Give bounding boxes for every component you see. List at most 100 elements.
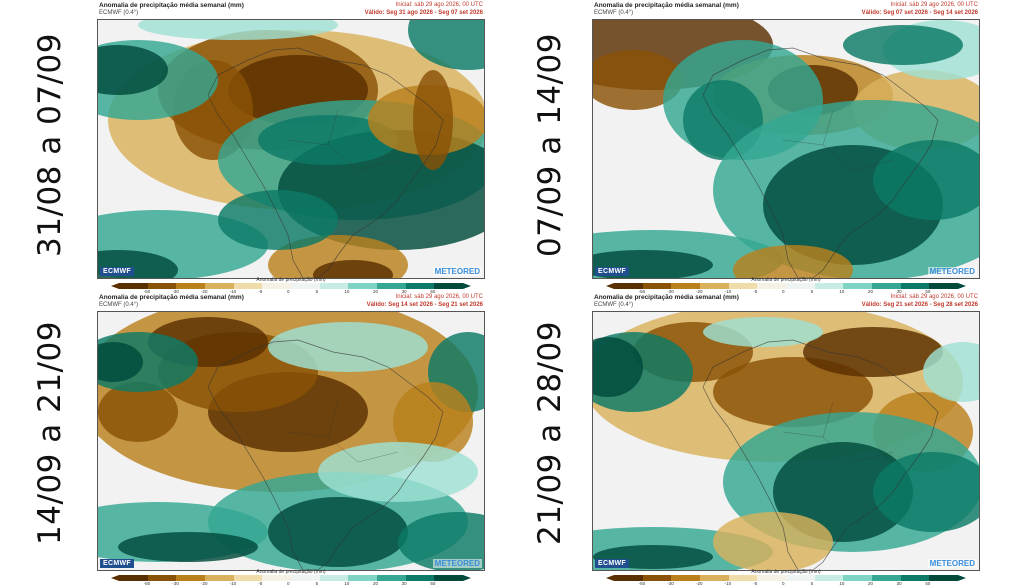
anomaly-region (218, 190, 338, 250)
anomaly-region (593, 50, 683, 110)
colorbar-swatch (642, 283, 672, 289)
colorbar-swatch (786, 575, 815, 581)
anomaly-region (138, 20, 338, 40)
colorbar-tick-label: -30 (172, 581, 179, 586)
colorbar-min-arrow (606, 575, 614, 581)
colorbar-swatch (205, 283, 234, 289)
colorbar-swatch (291, 575, 320, 581)
period-label-1: 31/08 a 07/09 (32, 33, 69, 257)
colorbar-tick-label: 5 (315, 581, 319, 586)
anomaly-region (318, 442, 478, 502)
period-label-4: 21/09 a 28/09 (532, 321, 569, 545)
colorbar-swatch (642, 575, 672, 581)
meteored-logo: METEORED (432, 559, 482, 568)
anomaly-region (98, 382, 178, 442)
panel-valid-range: Válido: Seg 31 ago 2026 - Seg 07 set 202… (364, 10, 483, 16)
panel-valid-range: Válido: Seg 21 set 2026 - Seg 28 set 202… (861, 302, 978, 308)
coastline (702, 47, 939, 278)
colorbar-tick-label: 30 (401, 289, 407, 294)
colorbar-tick-label: 20 (373, 289, 379, 294)
colorbar (614, 575, 959, 581)
colorbar-min-arrow (111, 283, 119, 289)
colorbar-tick-label: -30 (172, 289, 179, 294)
colorbar-swatch (262, 283, 292, 289)
panel-initial-date: Inicial: sáb 29 ago 2026, 00 UTC (890, 294, 978, 300)
colorbar-tick-label: -10 (229, 581, 237, 586)
panel-title: Anomalia de precipitação média semanal (… (594, 294, 739, 301)
colorbar (614, 283, 959, 289)
panel-model: ECMWF (0.4°) (594, 10, 634, 16)
colorbar-swatch (757, 575, 787, 581)
colorbar-tick-label: 50 (925, 581, 931, 586)
anomaly-region (98, 45, 168, 95)
colorbar-tick-label: -10 (724, 581, 732, 586)
colorbar-swatch (348, 283, 378, 289)
colorbar-swatch (147, 575, 177, 581)
colorbar-swatch (176, 575, 206, 581)
anomaly-region (393, 382, 473, 462)
colorbar-swatch (843, 575, 873, 581)
panel-valid-range: Válido: Seg 07 set 2026 - Seg 14 set 202… (861, 10, 978, 16)
anomaly-region (398, 512, 484, 570)
colorbar-swatch (814, 575, 844, 581)
country-borders (782, 401, 894, 463)
anomaly-region (803, 327, 943, 377)
colorbar-swatch (929, 575, 959, 581)
period-label-3: 14/09 a 21/09 (32, 321, 69, 545)
colorbar-swatch (614, 575, 643, 581)
colorbar-tick-label: 10 (344, 289, 350, 294)
country-borders (287, 401, 399, 463)
anomaly-region (408, 20, 484, 70)
colorbar-swatch (671, 575, 701, 581)
ecmwf-logo: ECMWF (595, 559, 629, 568)
colorbar-title: Anomalia de precipitação (mm) (751, 277, 821, 283)
colorbar-tick-label: -5 (258, 581, 263, 586)
map-graphic (98, 312, 484, 570)
colorbar-tick-label: -5 (753, 581, 758, 586)
colorbar-swatch (700, 283, 729, 289)
colorbar-swatch (147, 283, 177, 289)
map-graphic (593, 20, 979, 278)
meteored-logo: METEORED (927, 559, 977, 568)
forecast-panel-3: Anomalia de precipitação média semanal (… (97, 294, 485, 586)
colorbar-tick-label: 20 (373, 581, 379, 586)
panel-title: Anomalia de precipitação média semanal (… (99, 294, 244, 301)
anomaly-region (713, 512, 833, 570)
colorbar-swatch (262, 575, 292, 581)
colorbar-swatch (119, 575, 148, 581)
colorbar-swatch (377, 575, 406, 581)
colorbar-swatch (205, 575, 234, 581)
colorbar-swatch (700, 575, 729, 581)
colorbar-swatch (319, 283, 349, 289)
colorbar-tick-label: 30 (896, 289, 902, 294)
anomaly-region (118, 532, 258, 562)
colorbar-tick-label: -50 (638, 581, 646, 586)
country-borders (782, 109, 894, 171)
panel-model: ECMWF (0.4°) (99, 302, 139, 308)
colorbar-tick-label: 0 (782, 581, 785, 586)
precipitation-anomaly-map: ECMWF METEORED (97, 19, 485, 279)
colorbar-tick-label: -5 (753, 289, 758, 294)
colorbar-title: Anomalia de precipitação (mm) (751, 569, 821, 575)
colorbar-swatch (728, 575, 758, 581)
colorbar-tick-label: -30 (667, 289, 674, 294)
panel-title: Anomalia de precipitação média semanal (… (99, 2, 244, 9)
colorbar-tick-label: 10 (344, 581, 350, 586)
colorbar-swatch (405, 575, 435, 581)
colorbar-swatch (872, 283, 901, 289)
colorbar-swatch (843, 283, 873, 289)
panel-initial-date: Inicial: sáb 29 ago 2026, 00 UTC (395, 2, 483, 8)
coastline (702, 339, 939, 570)
panel-model: ECMWF (0.4°) (594, 302, 634, 308)
panel-initial-date: Inicial: sáb 29 ago 2026, 00 UTC (890, 2, 978, 8)
anomaly-region (313, 260, 393, 278)
colorbar-tick-label: 0 (287, 581, 290, 586)
ecmwf-logo: ECMWF (100, 267, 134, 276)
colorbar-swatch (233, 283, 263, 289)
anomaly-region (873, 452, 979, 532)
colorbar-tick-label: 5 (315, 289, 319, 294)
colorbar-tick-label: 0 (287, 289, 290, 294)
colorbar-swatch (405, 283, 435, 289)
precipitation-anomaly-map: ECMWF METEORED (97, 311, 485, 571)
colorbar-tick-label: 50 (925, 289, 931, 294)
